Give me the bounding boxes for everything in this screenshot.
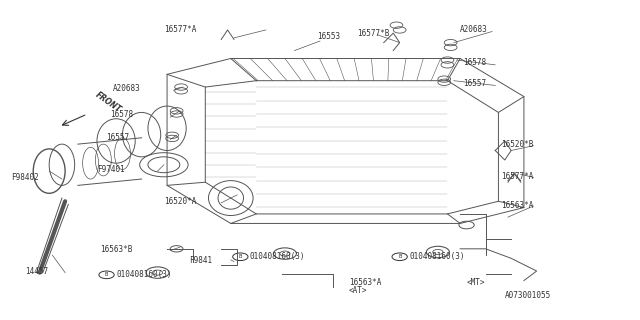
Text: 16520*B: 16520*B: [502, 140, 534, 149]
Text: 14457: 14457: [26, 267, 49, 276]
Text: 16578: 16578: [109, 110, 133, 119]
Text: A20683: A20683: [113, 84, 141, 93]
Text: 16557: 16557: [106, 133, 130, 142]
Text: 16563*A: 16563*A: [502, 201, 534, 210]
Text: 010408160(3): 010408160(3): [409, 252, 465, 261]
Text: 16578: 16578: [463, 58, 486, 67]
Text: B: B: [239, 254, 242, 259]
Text: 16577*B: 16577*B: [358, 28, 390, 38]
Text: 16563*B: 16563*B: [100, 245, 132, 254]
Text: B: B: [105, 272, 108, 277]
Text: F98402: F98402: [11, 173, 38, 182]
Text: <AT>: <AT>: [349, 286, 367, 295]
Text: B: B: [398, 254, 401, 259]
Text: 16520*A: 16520*A: [164, 197, 196, 206]
Text: A073001055: A073001055: [505, 291, 551, 300]
Text: 010408160(3): 010408160(3): [116, 270, 172, 279]
Text: A20683: A20683: [460, 25, 488, 35]
Text: 16577*A: 16577*A: [502, 172, 534, 181]
Text: F9841: F9841: [189, 256, 212, 265]
Text: 16557: 16557: [463, 79, 486, 88]
Text: 16577*A: 16577*A: [164, 25, 196, 35]
Text: 010408160(3): 010408160(3): [250, 252, 305, 261]
Text: 16553: 16553: [317, 32, 340, 41]
Text: <MT>: <MT>: [467, 278, 485, 287]
Text: F97401: F97401: [97, 165, 125, 174]
Text: FRONT: FRONT: [94, 90, 123, 115]
Text: 16563*A: 16563*A: [349, 278, 381, 287]
